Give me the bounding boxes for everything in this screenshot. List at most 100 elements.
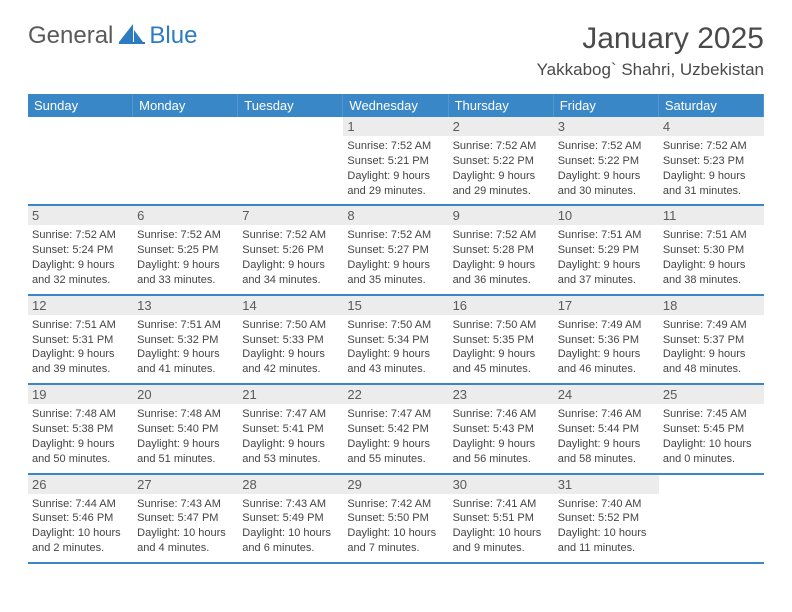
sunrise: Sunrise: 7:51 AM bbox=[137, 318, 234, 333]
daylight: Daylight: 9 hours and 50 minutes. bbox=[32, 437, 129, 467]
sunset: Sunset: 5:49 PM bbox=[242, 511, 339, 526]
sunset: Sunset: 5:50 PM bbox=[347, 511, 444, 526]
day-number: 17 bbox=[554, 296, 659, 315]
day-number: 9 bbox=[449, 206, 554, 225]
location: Yakkabog` Shahri, Uzbekistan bbox=[537, 60, 764, 80]
day-number: 28 bbox=[238, 475, 343, 494]
daylight: Daylight: 9 hours and 41 minutes. bbox=[137, 347, 234, 377]
day-number: 3 bbox=[554, 117, 659, 136]
sunset: Sunset: 5:47 PM bbox=[137, 511, 234, 526]
day-info: Sunrise: 7:51 AMSunset: 5:31 PMDaylight:… bbox=[32, 318, 129, 377]
day-info: Sunrise: 7:51 AMSunset: 5:32 PMDaylight:… bbox=[137, 318, 234, 377]
day-info: Sunrise: 7:52 AMSunset: 5:26 PMDaylight:… bbox=[242, 228, 339, 287]
day-cell: 15Sunrise: 7:50 AMSunset: 5:34 PMDayligh… bbox=[343, 296, 448, 383]
day-number: 15 bbox=[343, 296, 448, 315]
day-info: Sunrise: 7:52 AMSunset: 5:24 PMDaylight:… bbox=[32, 228, 129, 287]
sunrise: Sunrise: 7:47 AM bbox=[347, 407, 444, 422]
sunrise: Sunrise: 7:43 AM bbox=[242, 497, 339, 512]
day-info: Sunrise: 7:51 AMSunset: 5:29 PMDaylight:… bbox=[558, 228, 655, 287]
daylight: Daylight: 9 hours and 31 minutes. bbox=[663, 169, 760, 199]
sunrise: Sunrise: 7:41 AM bbox=[453, 497, 550, 512]
daylight: Daylight: 10 hours and 11 minutes. bbox=[558, 526, 655, 556]
day-number: 25 bbox=[659, 385, 764, 404]
sunset: Sunset: 5:33 PM bbox=[242, 333, 339, 348]
sunset: Sunset: 5:28 PM bbox=[453, 243, 550, 258]
day-cell: 22Sunrise: 7:47 AMSunset: 5:42 PMDayligh… bbox=[343, 385, 448, 472]
day-cell bbox=[659, 475, 764, 562]
weeks: 1Sunrise: 7:52 AMSunset: 5:21 PMDaylight… bbox=[28, 117, 764, 564]
day-info: Sunrise: 7:48 AMSunset: 5:38 PMDaylight:… bbox=[32, 407, 129, 466]
week-row: 12 Sunrise: 7:51 AMSunset: 5:31 PMDayligh… bbox=[28, 296, 764, 385]
day-number: 12 bbox=[28, 296, 133, 315]
daylight: Daylight: 9 hours and 46 minutes. bbox=[558, 347, 655, 377]
logo: General Blue bbox=[28, 22, 197, 50]
dow-saturday: Saturday bbox=[659, 94, 764, 117]
dow-thursday: Thursday bbox=[449, 94, 554, 117]
day-number: 22 bbox=[343, 385, 448, 404]
logo-text-1: General bbox=[28, 22, 113, 50]
day-cell: 25Sunrise: 7:45 AMSunset: 5:45 PMDayligh… bbox=[659, 385, 764, 472]
day-info: Sunrise: 7:52 AMSunset: 5:22 PMDaylight:… bbox=[453, 139, 550, 198]
sunrise: Sunrise: 7:43 AM bbox=[137, 497, 234, 512]
daylight: Daylight: 10 hours and 2 minutes. bbox=[32, 526, 129, 556]
daylight: Daylight: 9 hours and 43 minutes. bbox=[347, 347, 444, 377]
day-number: 13 bbox=[133, 296, 238, 315]
daylight: Daylight: 9 hours and 53 minutes. bbox=[242, 437, 339, 467]
sunrise: Sunrise: 7:42 AM bbox=[347, 497, 444, 512]
week-row: 19Sunrise: 7:48 AMSunset: 5:38 PMDayligh… bbox=[28, 385, 764, 474]
sunset: Sunset: 5:51 PM bbox=[453, 511, 550, 526]
sunset: Sunset: 5:22 PM bbox=[558, 154, 655, 169]
day-number: 14 bbox=[238, 296, 343, 315]
day-info: Sunrise: 7:52 AMSunset: 5:23 PMDaylight:… bbox=[663, 139, 760, 198]
day-cell: 14Sunrise: 7:50 AMSunset: 5:33 PMDayligh… bbox=[238, 296, 343, 383]
day-number: 10 bbox=[554, 206, 659, 225]
sunrise: Sunrise: 7:51 AM bbox=[32, 318, 129, 333]
sunset: Sunset: 5:36 PM bbox=[558, 333, 655, 348]
sunrise: Sunrise: 7:48 AM bbox=[32, 407, 129, 422]
sunset: Sunset: 5:46 PM bbox=[32, 511, 129, 526]
sunrise: Sunrise: 7:52 AM bbox=[558, 139, 655, 154]
daylight: Daylight: 9 hours and 36 minutes. bbox=[453, 258, 550, 288]
sunrise: Sunrise: 7:50 AM bbox=[242, 318, 339, 333]
day-cell: 26Sunrise: 7:44 AMSunset: 5:46 PMDayligh… bbox=[28, 475, 133, 562]
sunrise: Sunrise: 7:46 AM bbox=[558, 407, 655, 422]
title-block: January 2025 Yakkabog` Shahri, Uzbekista… bbox=[537, 22, 764, 80]
week-row: 5 Sunrise: 7:52 AMSunset: 5:24 PMDaylight… bbox=[28, 206, 764, 295]
day-cell: 19Sunrise: 7:48 AMSunset: 5:38 PMDayligh… bbox=[28, 385, 133, 472]
sunset: Sunset: 5:25 PM bbox=[137, 243, 234, 258]
day-info: Sunrise: 7:40 AMSunset: 5:52 PMDaylight:… bbox=[558, 497, 655, 556]
sunrise: Sunrise: 7:44 AM bbox=[32, 497, 129, 512]
day-number: 5 bbox=[28, 206, 133, 225]
day-cell bbox=[238, 117, 343, 204]
day-info: Sunrise: 7:49 AMSunset: 5:37 PMDaylight:… bbox=[663, 318, 760, 377]
day-number: 6 bbox=[133, 206, 238, 225]
day-cell: 23Sunrise: 7:46 AMSunset: 5:43 PMDayligh… bbox=[449, 385, 554, 472]
sunrise: Sunrise: 7:52 AM bbox=[32, 228, 129, 243]
day-info: Sunrise: 7:43 AMSunset: 5:49 PMDaylight:… bbox=[242, 497, 339, 556]
daylight: Daylight: 9 hours and 39 minutes. bbox=[32, 347, 129, 377]
day-cell: 28 Sunrise: 7:43 AMSunset: 5:49 PMDayligh… bbox=[238, 475, 343, 562]
day-cell: 6Sunrise: 7:52 AMSunset: 5:25 PMDaylight… bbox=[133, 206, 238, 293]
day-cell: 12 Sunrise: 7:51 AMSunset: 5:31 PMDayligh… bbox=[28, 296, 133, 383]
dow-tuesday: Tuesday bbox=[238, 94, 343, 117]
day-info: Sunrise: 7:42 AMSunset: 5:50 PMDaylight:… bbox=[347, 497, 444, 556]
day-cell: 13 Sunrise: 7:51 AMSunset: 5:32 PMDayligh… bbox=[133, 296, 238, 383]
day-number: 8 bbox=[343, 206, 448, 225]
day-info: Sunrise: 7:46 AMSunset: 5:43 PMDaylight:… bbox=[453, 407, 550, 466]
day-cell: 16Sunrise: 7:50 AMSunset: 5:35 PMDayligh… bbox=[449, 296, 554, 383]
daylight: Daylight: 9 hours and 48 minutes. bbox=[663, 347, 760, 377]
daylight: Daylight: 9 hours and 45 minutes. bbox=[453, 347, 550, 377]
sunset: Sunset: 5:27 PM bbox=[347, 243, 444, 258]
daylight: Daylight: 10 hours and 9 minutes. bbox=[453, 526, 550, 556]
daylight: Daylight: 9 hours and 29 minutes. bbox=[347, 169, 444, 199]
daylight: Daylight: 9 hours and 37 minutes. bbox=[558, 258, 655, 288]
daylight: Daylight: 9 hours and 33 minutes. bbox=[137, 258, 234, 288]
day-cell: 10 Sunrise: 7:51 AMSunset: 5:29 PMDayligh… bbox=[554, 206, 659, 293]
day-cell: 11Sunrise: 7:51 AMSunset: 5:30 PMDayligh… bbox=[659, 206, 764, 293]
sunset: Sunset: 5:44 PM bbox=[558, 422, 655, 437]
day-info: Sunrise: 7:44 AMSunset: 5:46 PMDaylight:… bbox=[32, 497, 129, 556]
sunset: Sunset: 5:42 PM bbox=[347, 422, 444, 437]
day-info: Sunrise: 7:47 AMSunset: 5:41 PMDaylight:… bbox=[242, 407, 339, 466]
day-cell: 8Sunrise: 7:52 AMSunset: 5:27 PMDaylight… bbox=[343, 206, 448, 293]
day-cell: 31Sunrise: 7:40 AMSunset: 5:52 PMDayligh… bbox=[554, 475, 659, 562]
